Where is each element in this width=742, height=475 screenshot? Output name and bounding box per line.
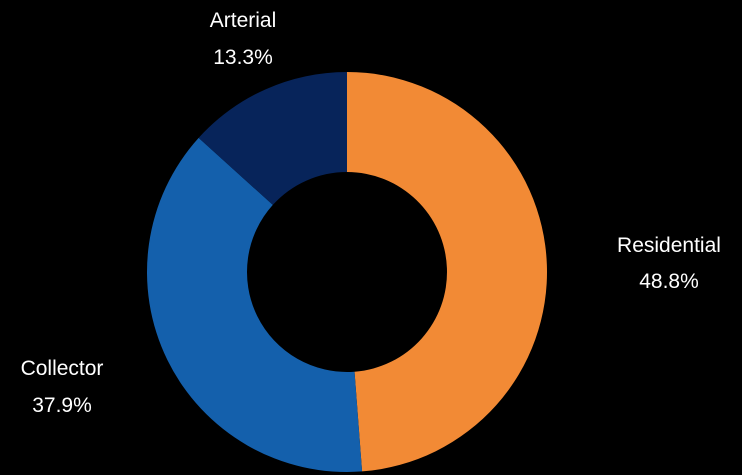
label-arterial-name: Arterial	[210, 9, 277, 32]
label-residential-name: Residential	[617, 234, 721, 257]
donut-slices	[147, 72, 548, 472]
slice-arterial	[198, 72, 347, 205]
slice-residential	[347, 72, 548, 472]
label-collector-name: Collector	[21, 357, 104, 380]
label-collector: Collector 37.9%	[21, 357, 104, 417]
label-arterial-value: 13.3%	[213, 46, 273, 69]
label-arterial: Arterial 13.3%	[210, 9, 277, 69]
label-collector-value: 37.9%	[32, 394, 92, 417]
label-residential: Residential 48.8%	[617, 234, 721, 293]
slice-collector	[147, 137, 363, 472]
label-residential-value: 48.8%	[639, 270, 699, 293]
